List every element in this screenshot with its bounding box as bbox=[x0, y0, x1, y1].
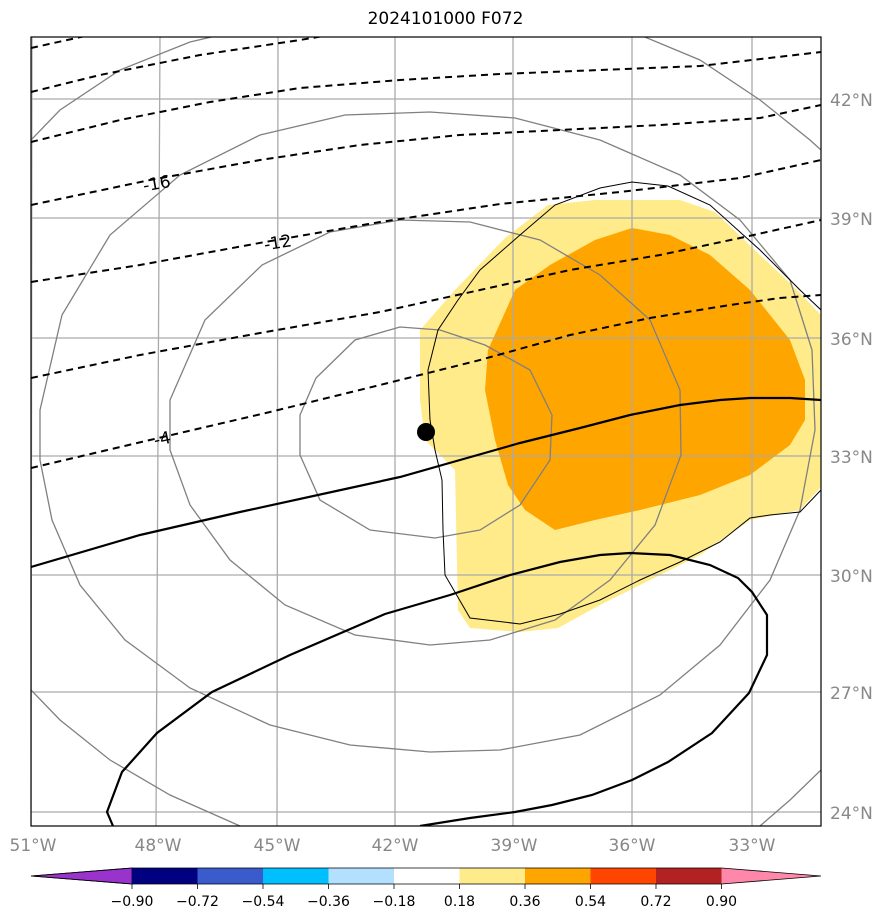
dashed-contours bbox=[31, 37, 821, 469]
contour-label: -12 bbox=[263, 231, 294, 255]
lat-label: 42°N bbox=[830, 91, 873, 111]
colorbar-swatch bbox=[197, 868, 263, 884]
colorbar-swatch bbox=[263, 868, 329, 884]
lat-label: 30°N bbox=[830, 567, 873, 587]
lon-label: 51°W bbox=[10, 836, 57, 856]
gray-contours bbox=[31, 37, 821, 826]
storm-center-marker bbox=[417, 423, 435, 441]
lon-label: 39°W bbox=[491, 836, 538, 856]
lat-label: 39°N bbox=[830, 210, 873, 230]
contour-label: -16 bbox=[141, 172, 172, 197]
colorbar-swatch bbox=[459, 868, 525, 884]
lat-label: 24°N bbox=[830, 804, 873, 824]
map-frame bbox=[30, 36, 822, 827]
colorbar-tick-label: −0.72 bbox=[176, 894, 219, 910]
lon-label: 42°W bbox=[372, 836, 419, 856]
colorbar-extend-low bbox=[30, 867, 133, 885]
colorbar-swatch bbox=[394, 868, 460, 884]
colorbar-tick-label: 0.90 bbox=[706, 894, 737, 910]
lon-label: 48°W bbox=[135, 836, 182, 856]
lon-label: 45°W bbox=[254, 836, 301, 856]
colorbar: −0.90 −0.72 −0.54 −0.36 −0.18 0.18 0.36 … bbox=[30, 867, 822, 910]
colorbar-swatch bbox=[328, 868, 394, 884]
colorbar-swatch bbox=[525, 868, 591, 884]
latitude-labels: 42°N 39°N 36°N 33°N 30°N 27°N 24°N bbox=[830, 91, 873, 824]
colorbar-tick-label: 0.36 bbox=[509, 894, 540, 910]
colorbar-tick-label: 0.72 bbox=[640, 894, 671, 910]
lat-label: 36°N bbox=[830, 330, 873, 350]
thick-contours bbox=[31, 396, 821, 826]
map-title: 2024101000 F072 bbox=[367, 9, 524, 29]
colorbar-tick-label: −0.18 bbox=[373, 894, 416, 910]
colorbar-tick-label: −0.90 bbox=[111, 894, 154, 910]
colorbar-tick-label: −0.54 bbox=[242, 894, 285, 910]
gridlines bbox=[31, 37, 821, 826]
map-panel bbox=[31, 37, 821, 826]
lon-label: 36°W bbox=[609, 836, 656, 856]
shading-level-0.36 bbox=[485, 228, 805, 530]
colorbar-extend-high bbox=[721, 868, 821, 884]
colorbar-swatch bbox=[656, 868, 722, 884]
colorbar-tick-label: 0.54 bbox=[575, 894, 606, 910]
colorbar-tick-label: −0.36 bbox=[307, 894, 350, 910]
colorbar-swatch bbox=[132, 868, 198, 884]
lat-label: 33°N bbox=[830, 448, 873, 468]
colorbar-tick-label: 0.18 bbox=[444, 894, 475, 910]
contour-label: -4 bbox=[152, 428, 173, 451]
lat-label: 27°N bbox=[830, 684, 873, 704]
longitude-labels: 51°W 48°W 45°W 42°W 39°W 36°W 33°W bbox=[10, 836, 776, 856]
lon-label: 33°W bbox=[729, 836, 776, 856]
colorbar-swatch bbox=[590, 868, 656, 884]
